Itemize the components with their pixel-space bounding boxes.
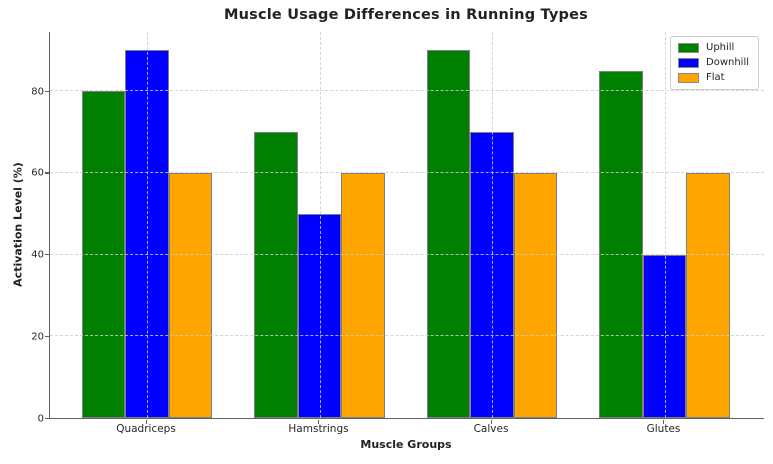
legend-swatch-icon [678,73,699,83]
legend-swatch-icon [678,58,699,68]
x-tick-mark [318,419,320,424]
legend-label: Uphill [706,42,735,53]
x-tick-label-quadriceps: Quadriceps [116,423,176,435]
bar-uphill-glutes [599,70,643,418]
bar-flat-hamstrings [341,172,385,418]
legend: Uphill Downhill Flat [670,36,760,90]
y-tick-mark [45,90,49,92]
plot-area [49,32,764,419]
y-tick-mark [45,335,49,337]
bar-flat-calves [513,172,558,418]
gridline-y-80 [50,90,764,92]
legend-item-flat: Flat [678,72,749,84]
bar-flat-glutes [686,172,730,418]
y-tick-mark [45,417,49,419]
bar-uphill-calves [426,50,471,418]
legend-label: Downhill [706,57,750,68]
gridline-y-20 [50,335,764,337]
bar-flat-quadriceps [168,172,213,418]
gridline-x-calves [492,32,493,418]
chart-title: Muscle Usage Differences in Running Type… [223,7,589,23]
legend-label: Flat [706,72,725,83]
gridline-x-quadriceps [147,32,148,418]
x-tick-mark [490,419,492,424]
y-tick-label: 40 [31,249,44,261]
legend-item-uphill: Uphill [678,42,749,54]
x-tick-mark [663,419,665,424]
x-axis-label: Muscle Groups [360,438,452,451]
bar-uphill-hamstrings [254,132,298,418]
gridline-x-hamstrings [319,32,321,418]
y-tick-label: 0 [37,413,44,424]
gridline-y-60 [50,171,764,173]
x-tick-label-calves: Calves [473,423,509,435]
x-tick-label-hamstrings: Hamstrings [288,423,349,435]
legend-item-downhill: Downhill [678,57,749,69]
y-tick-mark [45,172,49,174]
y-tick-label: 60 [31,167,44,179]
y-tick-label: 80 [31,86,44,98]
gridline-x-glutes [664,32,666,418]
gridline-y-40 [50,253,764,255]
legend-swatch-icon [678,43,699,53]
y-tick-mark [45,254,49,256]
x-tick-mark [145,419,147,424]
y-tick-label: 20 [31,331,44,343]
x-tick-label-glutes: Glutes [646,423,681,435]
